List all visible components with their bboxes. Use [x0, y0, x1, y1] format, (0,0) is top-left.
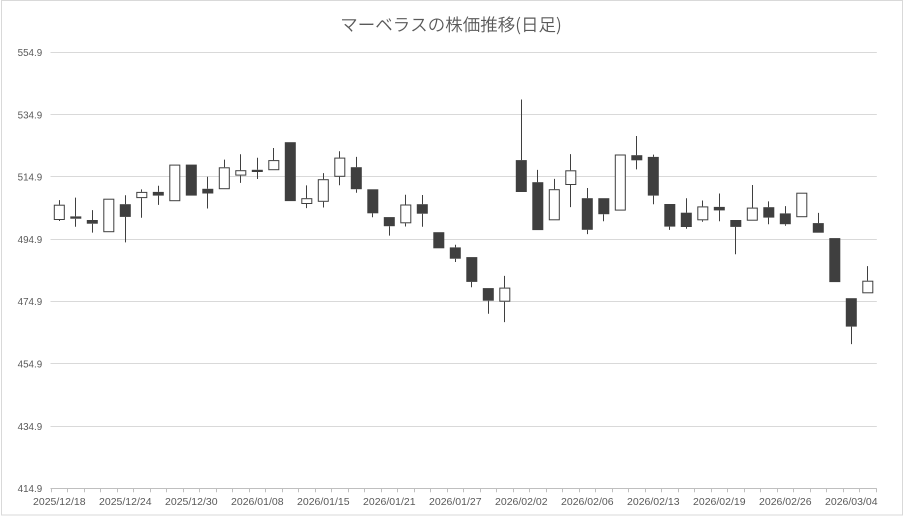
svg-text:2026/01/27: 2026/01/27 — [429, 496, 482, 508]
svg-text:2026/02/13: 2026/02/13 — [627, 496, 680, 508]
svg-text:454.9: 454.9 — [18, 360, 43, 371]
svg-text:2026/03/04: 2026/03/04 — [825, 496, 878, 508]
svg-text:2026/02/26: 2026/02/26 — [759, 496, 812, 508]
svg-text:474.9: 474.9 — [18, 297, 43, 308]
svg-text:2026/02/02: 2026/02/02 — [495, 496, 548, 508]
svg-text:2026/02/06: 2026/02/06 — [561, 496, 614, 508]
svg-text:434.9: 434.9 — [18, 422, 43, 433]
svg-text:2025/12/18: 2025/12/18 — [33, 496, 86, 508]
svg-text:414.9: 414.9 — [18, 484, 43, 495]
svg-text:494.9: 494.9 — [18, 235, 43, 246]
svg-text:2026/01/21: 2026/01/21 — [363, 496, 416, 508]
svg-text:2026/02/19: 2026/02/19 — [693, 496, 746, 508]
svg-text:2026/01/08: 2026/01/08 — [231, 496, 284, 508]
svg-text:2025/12/24: 2025/12/24 — [99, 496, 152, 508]
svg-text:534.9: 534.9 — [18, 110, 43, 121]
svg-text:554.9: 554.9 — [18, 48, 43, 59]
svg-text:2025/12/30: 2025/12/30 — [165, 496, 218, 508]
svg-text:2026/01/15: 2026/01/15 — [297, 496, 350, 508]
svg-text:514.9: 514.9 — [18, 173, 43, 184]
